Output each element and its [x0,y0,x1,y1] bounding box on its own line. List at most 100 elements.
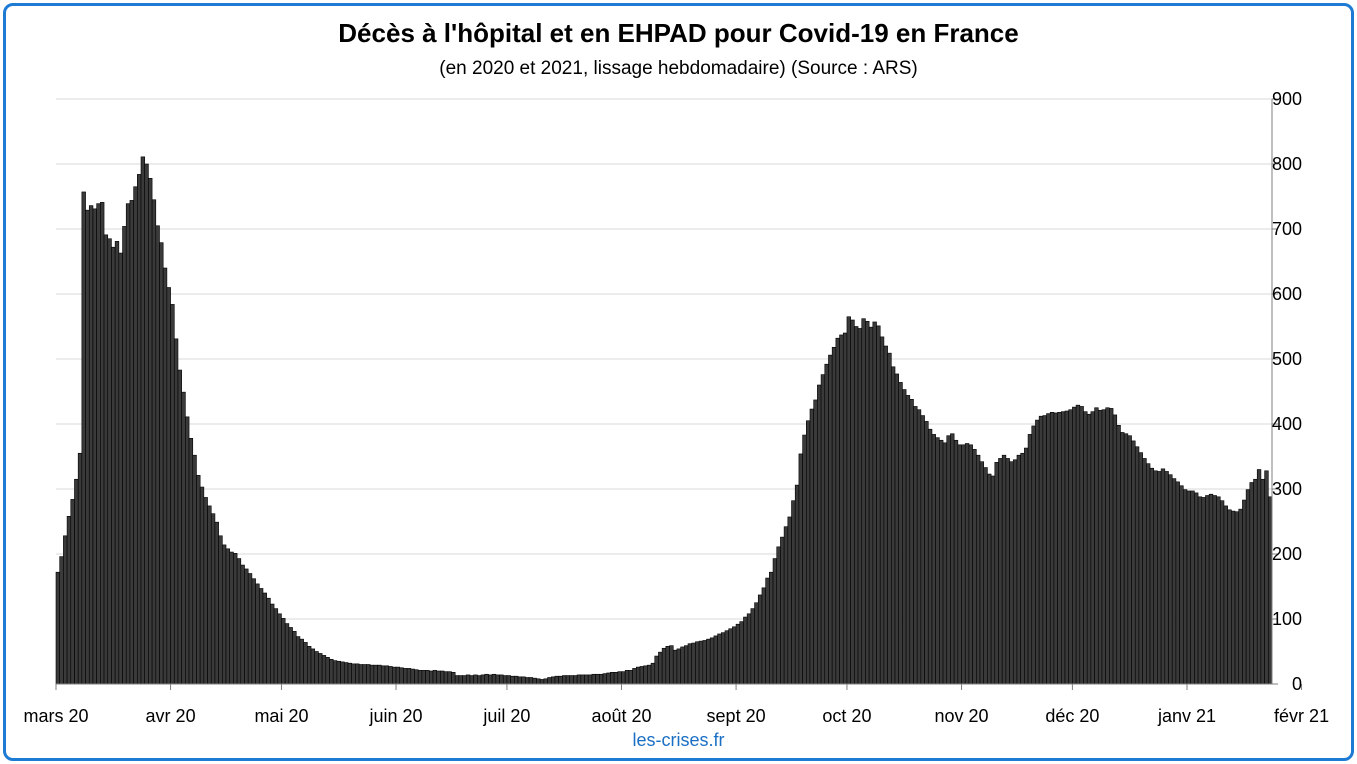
bar [536,678,541,685]
bar [277,613,282,685]
bar [122,226,127,685]
x-tick-label: juin 20 [369,706,423,726]
bar [1182,489,1188,685]
bar [92,208,97,685]
bar [384,665,389,685]
bar [698,640,704,685]
bar [1009,461,1014,685]
bar [270,603,275,685]
bar [103,234,109,685]
bar [451,671,456,685]
bar [373,664,378,685]
bar [458,675,463,685]
x-tick-label: oct 20 [822,706,871,726]
bar [347,662,352,685]
bar [81,191,86,685]
bar [813,399,818,685]
bar [166,287,171,685]
bar [1201,497,1206,685]
bar [129,200,134,685]
bar [1179,485,1184,685]
bar [621,671,626,685]
bar [783,526,789,685]
bar [192,454,197,685]
bar [421,670,426,685]
bar [395,666,401,685]
bar [214,521,219,685]
x-tick-label: déc 20 [1045,706,1099,726]
y-tick-label: 500 [1272,349,1302,369]
bar [957,444,962,685]
bar [111,246,116,685]
bar [990,475,996,685]
bar [85,209,90,685]
chart-subtitle: (en 2020 et 2021, lissage hebdomadaire) … [439,58,918,79]
bar [624,670,630,685]
bar [591,673,596,685]
bar [406,668,412,685]
bar [366,664,371,685]
bar [203,497,208,685]
bar [1079,406,1084,685]
bar [872,321,877,685]
bar [1146,463,1151,685]
bar [661,647,667,685]
bar [1216,496,1221,685]
bar [750,608,755,685]
bar [772,558,778,685]
bar [66,515,72,685]
bar [798,453,803,685]
bar [506,675,511,685]
bar [340,661,345,685]
bar [1105,407,1110,685]
bar [443,671,449,685]
bar [273,608,279,685]
bar [802,434,807,685]
y-tick-label: 0 [1292,674,1302,694]
bar [1186,490,1191,685]
bar [672,649,678,685]
bar [325,657,330,685]
bar [491,673,497,685]
bar [769,571,774,685]
bar [144,163,149,685]
bar [587,674,593,685]
bar [425,670,430,685]
bar [477,675,482,685]
bar [676,648,681,685]
source-credit: les-crises.fr [632,730,725,750]
bar [1027,434,1033,685]
bar [266,597,271,685]
bar [240,564,245,685]
bar [968,444,973,685]
bar [1024,447,1029,685]
bar [584,674,589,685]
bar [787,516,792,685]
x-tick-label: sept 20 [707,706,766,726]
bar [743,616,748,685]
bar [510,675,515,685]
bar [702,640,707,685]
bar [1134,446,1140,685]
bar [100,202,105,685]
bar [244,568,249,685]
bar [514,675,519,685]
bar [1097,410,1103,685]
bar [817,384,822,685]
bar [358,664,364,685]
bar [979,461,985,685]
bar [1264,470,1269,685]
bar [976,454,981,685]
bar [720,632,726,685]
bar [580,674,585,685]
bar [695,641,700,685]
bar [196,475,201,685]
bar [495,674,500,685]
bar [236,558,242,685]
bar [1064,410,1070,685]
bar [1245,489,1251,685]
bar [118,252,123,685]
bar [857,328,863,685]
bar [647,664,652,685]
bar [1075,404,1081,685]
